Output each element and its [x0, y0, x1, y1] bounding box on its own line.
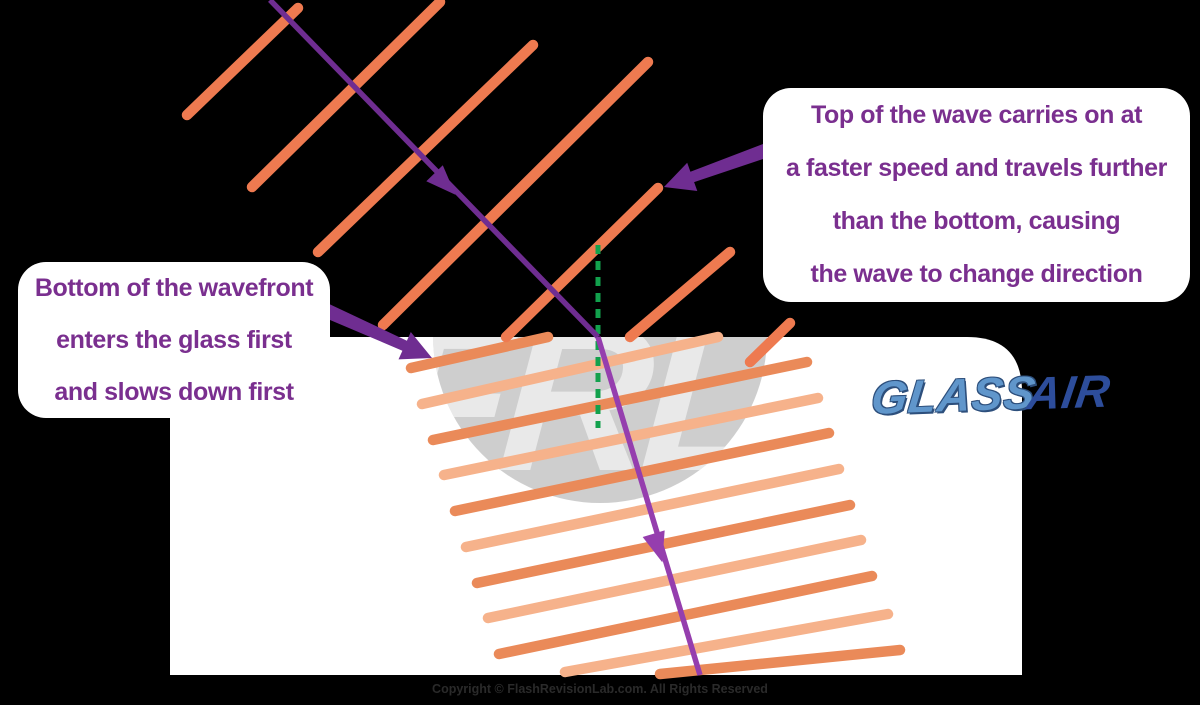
glass-wavefront-line — [405, 331, 554, 374]
air-wavefront-line — [312, 39, 539, 258]
air-wavefront-line — [624, 246, 736, 343]
glass-wavefront-line — [482, 534, 867, 624]
air-wavefront-line — [500, 182, 664, 343]
glass-wavefront-line — [438, 392, 824, 481]
callout-text-line: than the bottom, causing — [832, 207, 1121, 235]
refracted-ray-arrowhead — [642, 530, 665, 563]
callout-text-line: the wave to change direction — [810, 260, 1143, 288]
callout-text-line: Bottom of the wavefront — [34, 274, 314, 302]
glass-wavefront-line — [416, 331, 724, 410]
callout-bottom-of-wavefront: Bottom of the wavefront enters the glass… — [18, 262, 330, 418]
glass-wavefront-line — [559, 608, 894, 678]
glass-wavefront-line — [449, 427, 835, 517]
callout-text-line: Top of the wave carries on at — [810, 101, 1143, 129]
air-wavefront-line — [744, 317, 796, 368]
air-wavefront-line — [377, 56, 654, 331]
incident-ray — [268, 0, 600, 339]
incident-ray-arrowhead — [426, 165, 456, 195]
callout-text-line: a faster speed and travels further — [786, 154, 1167, 182]
copyright-text: Copyright © FlashRevisionLab.com. All Ri… — [432, 682, 768, 696]
callout-arrow-left — [312, 299, 432, 360]
air-region-label: AIR — [1024, 364, 1115, 420]
glass-region-label: GLASS — [868, 366, 1039, 424]
callout-top-of-wave: Top of the wave carries on at a faster s… — [763, 88, 1190, 302]
glass-wavefront-line — [493, 570, 878, 660]
callout-arrow-top — [664, 136, 787, 191]
callout-text-line: and slows down first — [54, 378, 294, 406]
refracted-ray — [595, 336, 703, 676]
air-wavefront-line — [246, 0, 446, 193]
callout-text-line: enters the glass first — [56, 326, 292, 354]
air-wavefront-line — [181, 2, 304, 121]
glass-wavefront-line — [460, 463, 845, 553]
